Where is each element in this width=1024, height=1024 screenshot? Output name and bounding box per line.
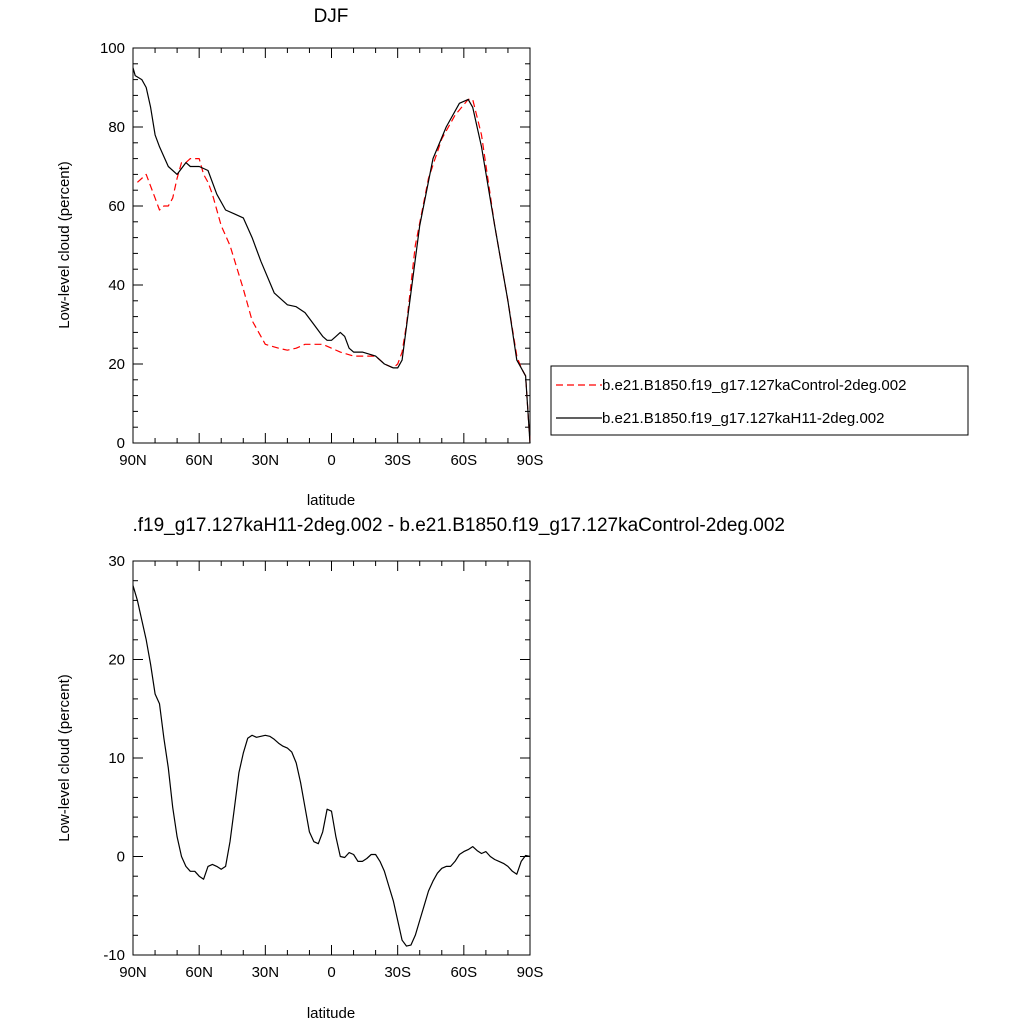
x-tick-label: 30N xyxy=(252,452,280,469)
bottom-plot-frame xyxy=(132,560,531,956)
series-line-dashed xyxy=(136,98,531,444)
x-tick-label: 60N xyxy=(185,964,213,981)
legend: b.e21.B1850.f19_g17.127kaControl-2deg.00… xyxy=(550,365,969,436)
series-line-solid xyxy=(132,585,531,947)
y-tick-label: 60 xyxy=(108,198,125,215)
top-plot-frame xyxy=(132,47,531,444)
bottom-ticks: 90N 60N 30N 0 30S 60S 90S -10 0 10 20 30 xyxy=(103,553,543,981)
y-tick-label: 20 xyxy=(108,652,125,669)
bottom-chart-title: .f19_g17.127kaH11-2deg.002 - b.e21.B1850… xyxy=(132,515,785,536)
y-tick-label: 80 xyxy=(108,119,125,136)
top-x-axis-label: latitude xyxy=(307,492,355,509)
x-tick-label: 90S xyxy=(517,964,544,981)
x-tick-label: 90S xyxy=(517,452,544,469)
bottom-x-axis-label: latitude xyxy=(307,1005,355,1022)
x-tick-label: 60S xyxy=(450,964,477,981)
x-tick-label: 90N xyxy=(119,452,147,469)
x-tick-label: 60N xyxy=(185,452,213,469)
x-tick-label: 30S xyxy=(384,964,411,981)
y-tick-label: 10 xyxy=(108,750,125,767)
top-y-axis-label: Low-level cloud (percent) xyxy=(56,161,73,329)
x-tick-label: 30N xyxy=(252,964,280,981)
x-tick-label: 30S xyxy=(384,452,411,469)
y-tick-label: 0 xyxy=(117,435,125,452)
y-tick-label: 20 xyxy=(108,356,125,373)
x-tick-label: 0 xyxy=(327,452,335,469)
x-tick-label: 0 xyxy=(327,964,335,981)
top-series xyxy=(132,67,531,444)
legend-box xyxy=(550,365,969,436)
y-tick-label: 40 xyxy=(108,277,125,294)
legend-label-control: b.e21.B1850.f19_g17.127kaControl-2deg.00… xyxy=(602,377,906,394)
bottom-series xyxy=(132,585,531,947)
y-tick-label: 30 xyxy=(108,553,125,570)
top-chart-title: DJF xyxy=(314,6,349,27)
top-panel: DJF 90N 60N 30N 0 30S 60S 90S 0 20 40 60 80 100 lati… xyxy=(56,6,543,509)
y-tick-label: 0 xyxy=(117,849,125,866)
y-tick-label: -10 xyxy=(103,947,125,964)
legend-label-h11: b.e21.B1850.f19_g17.127kaH11-2deg.002 xyxy=(602,410,884,427)
bottom-panel: .f19_g17.127kaH11-2deg.002 - b.e21.B1850… xyxy=(56,515,785,1022)
x-tick-label: 60S xyxy=(450,452,477,469)
x-tick-label: 90N xyxy=(119,964,147,981)
y-tick-label: 100 xyxy=(100,40,125,57)
bottom-y-axis-label: Low-level cloud (percent) xyxy=(56,674,73,842)
top-ticks: 90N 60N 30N 0 30S 60S 90S 0 20 40 60 80 100 xyxy=(100,40,543,469)
series-line-solid xyxy=(132,67,531,444)
